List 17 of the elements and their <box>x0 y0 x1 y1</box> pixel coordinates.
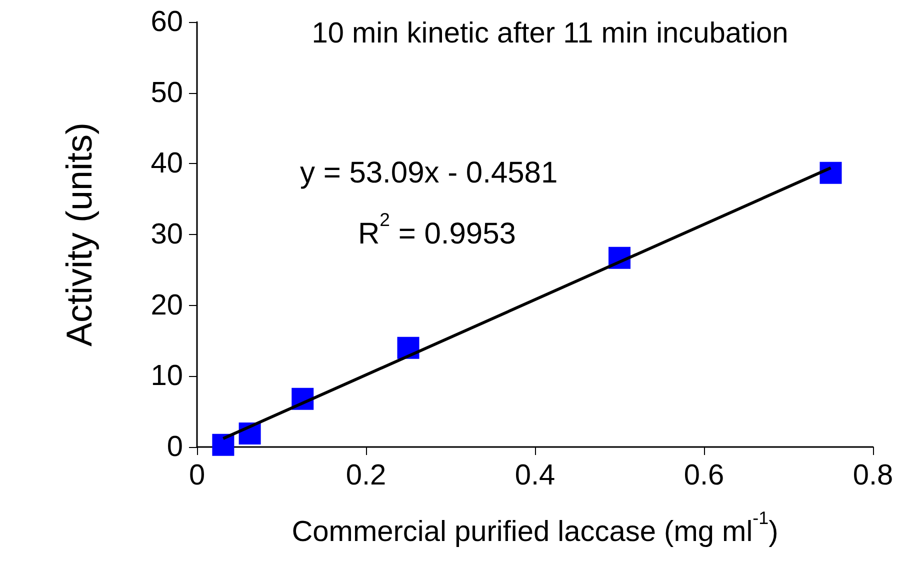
x-tick-label: 0.8 <box>852 460 894 492</box>
point <box>820 162 842 184</box>
x-tick-label: 0.4 <box>514 460 556 492</box>
annotation: y = 53.09x - 0.4581 <box>300 156 558 190</box>
y-tick-label: 30 <box>150 218 183 250</box>
x-tick-label: 0.6 <box>684 460 724 492</box>
x-tick-label: 0 <box>188 460 206 492</box>
y-tick-label: 10 <box>150 360 183 392</box>
y-axis-title: Activity (units) <box>58 122 100 347</box>
x-tick-label: 0.2 <box>346 460 386 492</box>
y-tick-label: 0 <box>166 431 183 463</box>
point <box>212 434 234 456</box>
y-tick-label: 40 <box>150 148 183 180</box>
y-tick-label: 60 <box>150 6 183 38</box>
y-tick-label: 20 <box>150 289 183 322</box>
chart-title: 10 min kinetic after 11 min incubation <box>312 18 788 50</box>
y-tick-label: 50 <box>150 76 183 109</box>
